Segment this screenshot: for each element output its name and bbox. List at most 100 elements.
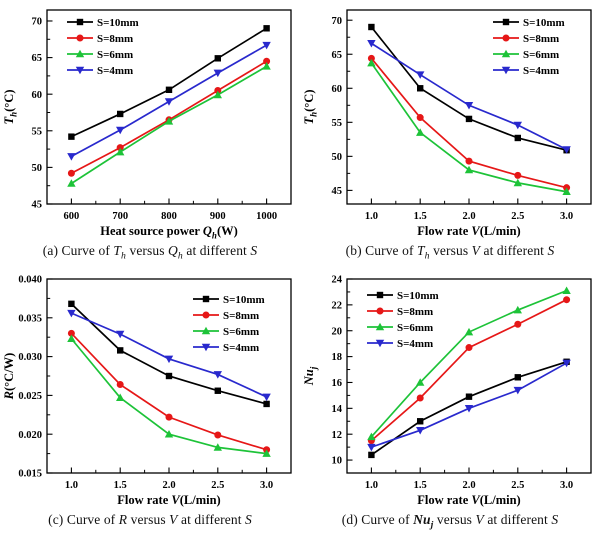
chart-b-caption: (b) Curve of Th versus V at different S [345,243,555,262]
y-axis-title: Th(°C) [2,89,19,124]
y-axis: 45 50 55 60 65 70 [332,16,353,197]
series-S=10mm [68,300,270,408]
legend: S=10mm S=8mm S=6mm S=4mm [493,17,565,77]
x-axis-title: Flow rate V(L/min) [417,224,520,238]
chart-d-plot: 1.0 1.5 2.0 2.5 3.0 10 12 14 16 18 20 22 24 S=10mm S=8… [302,275,592,507]
svg-text:800: 800 [161,211,177,222]
svg-text:60: 60 [32,90,43,101]
svg-text:20: 20 [332,326,343,337]
svg-text:S=10mm: S=10mm [523,17,565,29]
svg-text:S=4mm: S=4mm [97,65,133,77]
legend: S=10mm S=8mm S=6mm S=4mm [67,17,139,77]
y-axis-title: R(°C/W) [2,353,16,401]
chart-c-caption: (c) Curve of R versus V at different S [48,512,252,527]
svg-text:2.0: 2.0 [462,211,475,222]
svg-text:60: 60 [332,84,343,95]
x-axis: 600 700 800 900 1000 [64,198,277,222]
y-axis: 0.015 0.020 0.025 0.030 0.035 0.040 [18,275,53,480]
svg-text:22: 22 [332,300,343,311]
svg-text:S=8mm: S=8mm [223,310,259,322]
svg-text:1.5: 1.5 [414,480,427,491]
series-S=6mm [367,58,571,196]
svg-text:55: 55 [32,126,43,137]
svg-text:900: 900 [210,211,226,222]
series-S=6mm [67,62,271,187]
svg-text:0.015: 0.015 [18,469,42,480]
svg-text:70: 70 [332,16,343,27]
y-axis-title: Nuj [302,366,319,386]
chart-d: 1.0 1.5 2.0 2.5 3.0 10 12 14 16 18 20 22 24 S=10mm S=8… [300,269,600,538]
svg-text:S=4mm: S=4mm [223,342,259,354]
svg-text:3.0: 3.0 [560,211,573,222]
x-axis-title: Heat source power Qh(W) [100,224,238,241]
svg-text:1000: 1000 [256,211,277,222]
svg-text:0.020: 0.020 [18,430,42,441]
svg-text:S=10mm: S=10mm [97,17,139,29]
y-axis: 10 12 14 16 18 20 22 24 [332,275,353,474]
legend: S=10mm S=8mm S=6mm S=4mm [367,290,439,350]
x-axis-title: Flow rate V(L/min) [117,493,220,507]
svg-text:65: 65 [32,53,43,64]
svg-text:0.030: 0.030 [18,352,42,363]
x-axis-title: Flow rate V(L/min) [417,493,520,507]
series-S=10mm [68,25,270,140]
x-axis: 1.0 1.5 2.0 2.5 3.0 [65,467,273,491]
x-axis: 1.0 1.5 2.0 2.5 3.0 [365,198,573,222]
svg-text:1.0: 1.0 [365,480,378,491]
series-S=4mm [367,359,571,452]
series-S=8mm [367,296,571,445]
svg-text:10: 10 [332,456,343,467]
svg-text:65: 65 [332,50,343,61]
chart-d-caption: (d) Curve of Nuj versus V at different S [341,512,559,531]
svg-text:S=8mm: S=8mm [97,33,133,45]
svg-text:55: 55 [332,118,343,129]
svg-text:S=8mm: S=8mm [397,306,433,318]
svg-text:0.040: 0.040 [18,275,42,286]
svg-text:3.0: 3.0 [560,480,573,491]
svg-text:S=6mm: S=6mm [97,49,133,61]
svg-text:45: 45 [32,200,43,211]
svg-text:12: 12 [332,430,343,441]
series-S=6mm [367,286,571,441]
svg-text:2.5: 2.5 [511,211,524,222]
svg-text:24: 24 [332,275,343,286]
svg-text:2.0: 2.0 [462,480,475,491]
y-axis-title: Th(°C) [302,89,319,124]
plot-frame [346,278,592,474]
svg-text:S=8mm: S=8mm [523,33,559,45]
svg-text:2.0: 2.0 [162,480,175,491]
svg-text:0.035: 0.035 [18,313,42,324]
svg-text:S=6mm: S=6mm [223,326,259,338]
svg-text:2.5: 2.5 [511,480,524,491]
series-S=4mm [67,309,271,402]
svg-text:50: 50 [332,152,343,163]
svg-text:70: 70 [32,17,43,28]
svg-text:16: 16 [332,378,343,389]
series-S=4mm [67,41,271,161]
svg-text:1.5: 1.5 [414,211,427,222]
chart-c-plot: 1.0 1.5 2.0 2.5 3.0 0.015 0.020 0.025 0.030 0.035… [2,275,292,507]
svg-text:1.0: 1.0 [65,480,78,491]
svg-text:45: 45 [332,186,343,197]
svg-text:0.025: 0.025 [18,391,42,402]
chart-b: 1.0 1.5 2.0 2.5 3.0 45 50 55 60 65 70 S=10mm S=8mm S=… [300,0,600,269]
chart-c: 1.0 1.5 2.0 2.5 3.0 0.015 0.020 0.025 0.030 0.035… [0,269,300,538]
svg-text:S=6mm: S=6mm [523,49,559,61]
svg-text:700: 700 [112,211,128,222]
svg-text:S=10mm: S=10mm [223,294,265,306]
series-S=6mm [67,334,271,457]
chart-a-caption: (a) Curve of Th versus Qh at different S [42,243,258,262]
svg-text:50: 50 [32,163,43,174]
svg-text:1.5: 1.5 [114,480,127,491]
series-S=8mm [67,329,271,454]
svg-text:S=10mm: S=10mm [397,290,439,302]
svg-text:18: 18 [332,352,343,363]
svg-text:14: 14 [332,404,343,415]
svg-text:3.0: 3.0 [260,480,273,491]
svg-text:600: 600 [64,211,80,222]
svg-text:2.5: 2.5 [211,480,224,491]
x-axis: 1.0 1.5 2.0 2.5 3.0 [365,467,573,491]
